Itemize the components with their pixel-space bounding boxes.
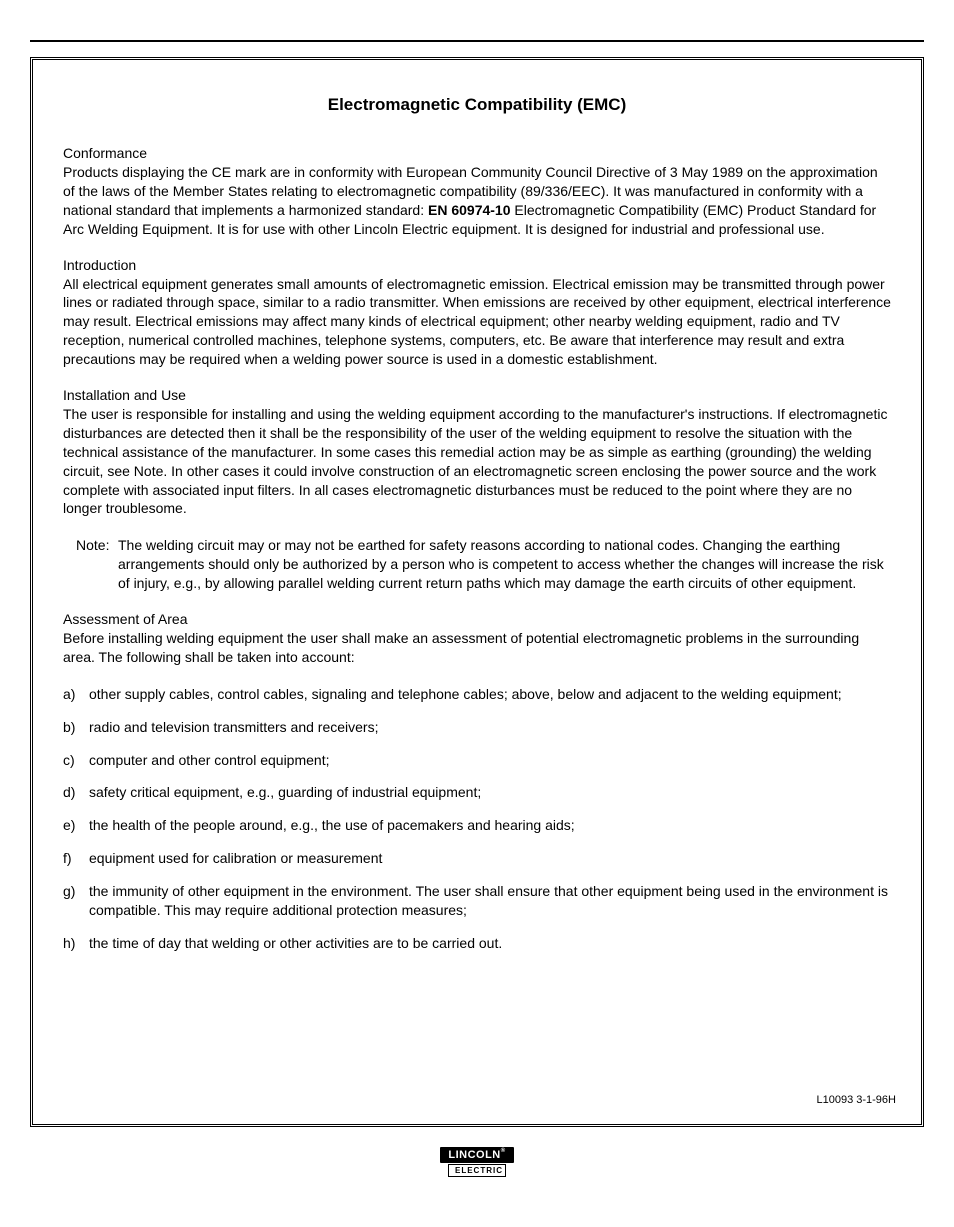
list-text: computer and other control equipment; (89, 751, 891, 770)
list-marker: d) (63, 783, 89, 802)
list-item: b) radio and television transmitters and… (63, 718, 891, 737)
installation-heading: Installation and Use (63, 387, 891, 403)
list-marker: e) (63, 816, 89, 835)
logo-bottom: ELECTRIC (448, 1164, 506, 1177)
list-text: other supply cables, control cables, sig… (89, 685, 891, 704)
logo-top: LINCOLN® (440, 1147, 513, 1163)
list-text: safety critical equipment, e.g., guardin… (89, 783, 891, 802)
document-code: L10093 3-1-96H (816, 1094, 896, 1106)
list-text: the health of the people around, e.g., t… (89, 816, 891, 835)
list-marker: a) (63, 685, 89, 704)
page-top-rule: Electromagnetic Compatibility (EMC) Conf… (30, 40, 924, 1127)
introduction-body: All electrical equipment generates small… (63, 275, 891, 369)
content-frame: Electromagnetic Compatibility (EMC) Conf… (30, 57, 924, 1127)
assessment-list: a) other supply cables, control cables, … (63, 685, 891, 953)
lincoln-electric-logo: LINCOLN® ELECTRIC (440, 1147, 513, 1177)
page-title: Electromagnetic Compatibility (EMC) (63, 95, 891, 115)
assessment-body: Before installing welding equipment the … (63, 629, 891, 667)
list-item: d) safety critical equipment, e.g., guar… (63, 783, 891, 802)
list-item: g) the immunity of other equipment in th… (63, 882, 891, 920)
note-label: Note: (76, 536, 118, 555)
list-marker: b) (63, 718, 89, 737)
list-marker: g) (63, 882, 89, 920)
list-item: h) the time of day that welding or other… (63, 934, 891, 953)
list-item: e) the health of the people around, e.g.… (63, 816, 891, 835)
logo-wrap: LINCOLN® ELECTRIC (30, 1147, 924, 1178)
list-text: the immunity of other equipment in the e… (89, 882, 891, 920)
conformance-body: Products displaying the CE mark are in c… (63, 163, 891, 239)
list-marker: c) (63, 751, 89, 770)
list-item: f) equipment used for calibration or mea… (63, 849, 891, 868)
logo-brand: LINCOLN (448, 1149, 500, 1161)
logo-registered-icon: ® (501, 1148, 506, 1154)
conformance-standard-bold: EN 60974-10 (428, 202, 511, 218)
list-marker: h) (63, 934, 89, 953)
conformance-heading: Conformance (63, 145, 891, 161)
list-item: c) computer and other control equipment; (63, 751, 891, 770)
note-body: The welding circuit may or may not be ea… (118, 537, 884, 591)
list-marker: f) (63, 849, 89, 868)
note-block: Note:The welding circuit may or may not … (63, 536, 891, 593)
installation-body: The user is responsible for installing a… (63, 405, 891, 518)
list-text: radio and television transmitters and re… (89, 718, 891, 737)
list-text: equipment used for calibration or measur… (89, 849, 891, 868)
assessment-heading: Assessment of Area (63, 611, 891, 627)
introduction-heading: Introduction (63, 257, 891, 273)
list-text: the time of day that welding or other ac… (89, 934, 891, 953)
list-item: a) other supply cables, control cables, … (63, 685, 891, 704)
